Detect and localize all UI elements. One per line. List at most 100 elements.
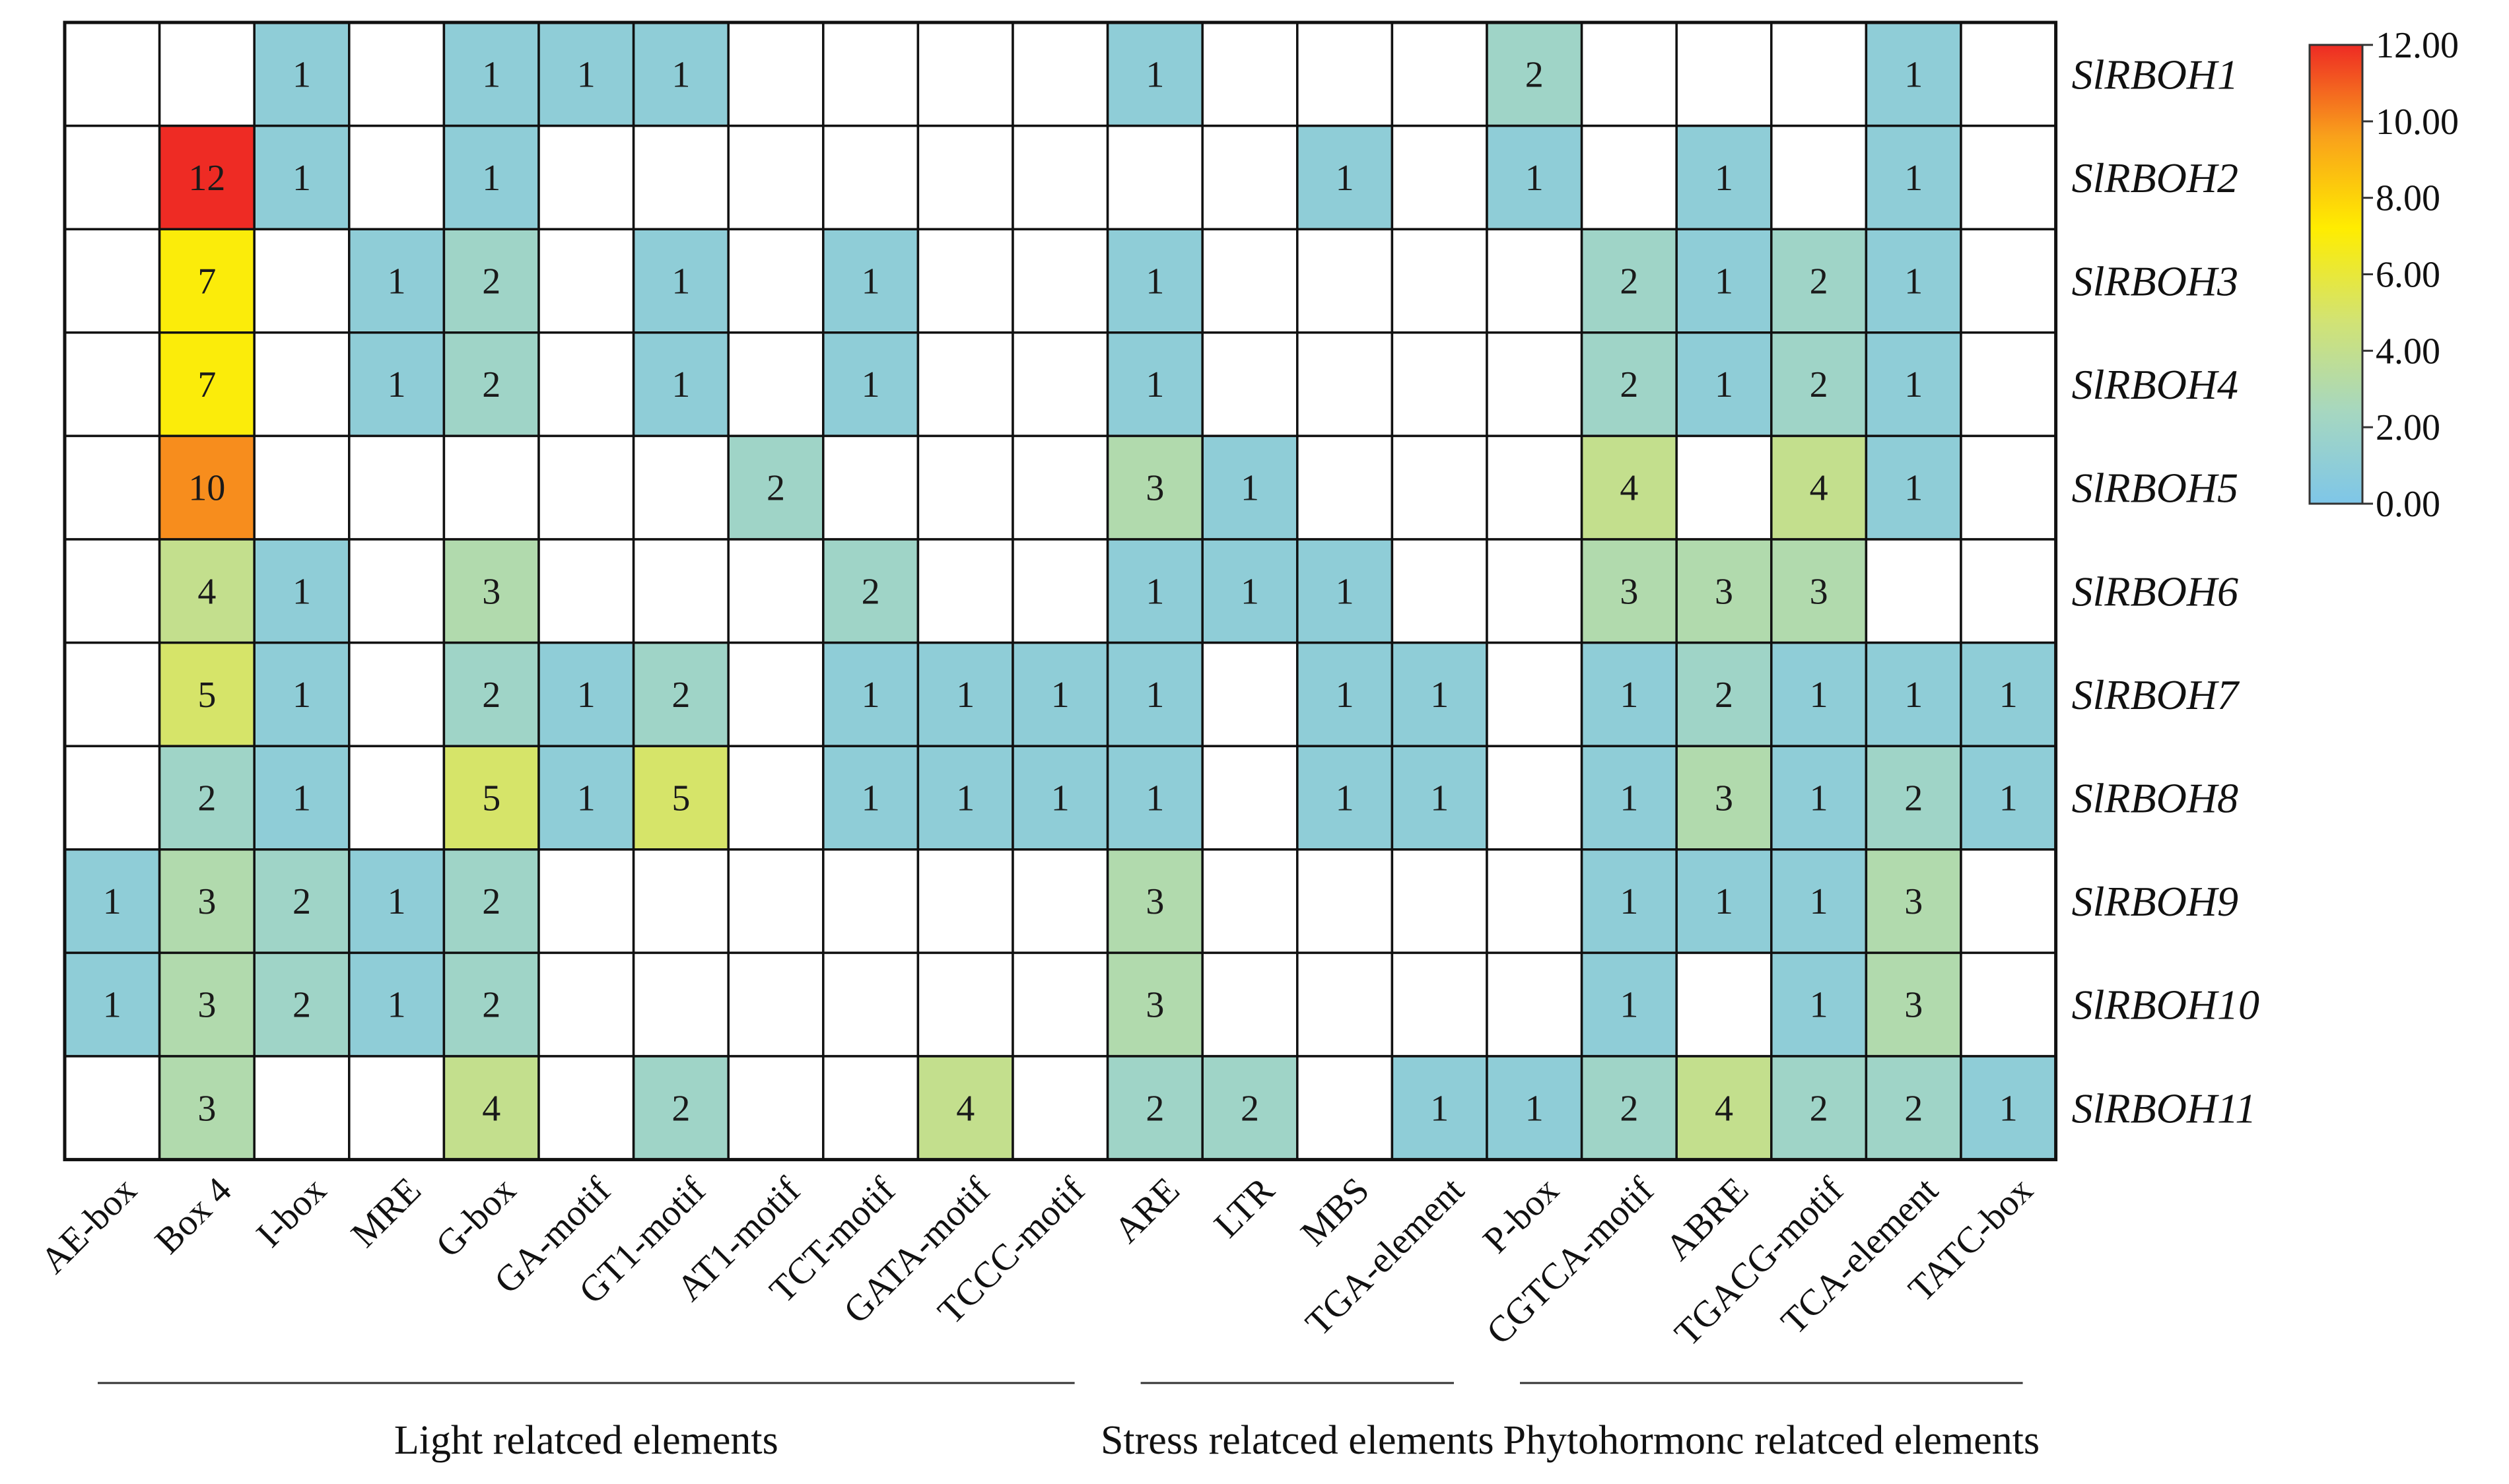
cell-value-label: 1 bbox=[1715, 158, 1733, 199]
heatmap-cell bbox=[1770, 434, 1868, 541]
heatmap-cell bbox=[63, 21, 161, 127]
heatmap-cell bbox=[253, 434, 351, 541]
heatmap-cell bbox=[537, 538, 635, 644]
colorbar: 12.00 10.00 8.00 6.00 4.00 2.00 0.00 bbox=[2308, 25, 2459, 525]
heatmap-cell bbox=[822, 745, 920, 851]
colorbar-tick-label: 12.00 bbox=[2376, 25, 2459, 66]
group-label: Phytohormonc relatced elements bbox=[1503, 1418, 2040, 1463]
heatmap-cell bbox=[1391, 124, 1488, 230]
cell-value-label: 12 bbox=[188, 158, 225, 199]
heatmap-cell bbox=[1486, 1055, 1583, 1161]
cell-value-label: 1 bbox=[1904, 54, 1923, 95]
cell-value-label: 1 bbox=[1146, 778, 1164, 819]
cell-value-label: 1 bbox=[292, 675, 311, 716]
group-label: Stress relatced elements bbox=[1101, 1418, 1494, 1463]
heatmap-cell bbox=[916, 124, 1014, 230]
cell-value-label: 3 bbox=[482, 571, 500, 612]
cell-value-label: 2 bbox=[1620, 1088, 1638, 1129]
heatmap-cell bbox=[63, 1055, 161, 1161]
heatmap-cell bbox=[1201, 21, 1299, 127]
cell-value-label: 2 bbox=[1620, 261, 1638, 302]
heatmap-cell bbox=[1770, 538, 1868, 644]
heatmap-cell bbox=[348, 434, 446, 541]
heatmap-cell bbox=[158, 538, 256, 644]
heatmap-cell bbox=[1960, 434, 2057, 541]
cell-value-label: 1 bbox=[577, 675, 596, 716]
cell-value-label: 1 bbox=[1999, 1088, 2018, 1129]
heatmap-cell bbox=[442, 848, 540, 955]
heatmap-cell bbox=[632, 641, 730, 747]
cell-value-label: 2 bbox=[482, 675, 500, 716]
cell-value-label: 2 bbox=[482, 881, 500, 922]
cell-value-label: 1 bbox=[1051, 675, 1070, 716]
heatmap-cell bbox=[253, 641, 351, 747]
heatmap-cell bbox=[442, 951, 540, 1058]
heatmap-cell bbox=[1012, 641, 1109, 747]
heatmap-cell bbox=[1580, 745, 1678, 851]
heatmap-cell bbox=[158, 21, 256, 127]
cell-value-label: 2 bbox=[1810, 261, 1828, 302]
cell-value-label: 1 bbox=[1620, 675, 1638, 716]
heatmap-cell bbox=[348, 228, 446, 334]
colorbar-gradient bbox=[2308, 44, 2364, 505]
row-label: SlRBOH3 bbox=[2072, 258, 2238, 305]
heatmap-cell bbox=[1675, 641, 1773, 747]
heatmap-cell bbox=[1770, 745, 1868, 851]
heatmap-cell bbox=[632, 951, 730, 1058]
cell-value-label: 3 bbox=[1146, 985, 1164, 1026]
heatmap-cell bbox=[1012, 745, 1109, 851]
colorbar-tick-label: 6.00 bbox=[2376, 255, 2440, 296]
heatmap-cell bbox=[632, 538, 730, 644]
cell-value-label: 2 bbox=[1146, 1088, 1164, 1129]
heatmap-cell bbox=[158, 1055, 256, 1161]
heatmap-cell bbox=[253, 21, 351, 127]
heatmap-cell bbox=[1391, 951, 1488, 1058]
cell-value-label: 1 bbox=[292, 778, 311, 819]
heatmap-cell bbox=[253, 1055, 351, 1161]
heatmap-cell bbox=[1486, 331, 1583, 438]
cell-value-label: 2 bbox=[671, 675, 690, 716]
heatmap-cell bbox=[1580, 124, 1678, 230]
cell-value-label: 1 bbox=[862, 364, 880, 405]
heatmap-cell bbox=[916, 538, 1014, 644]
heatmap-cell bbox=[822, 228, 920, 334]
heatmap-cell bbox=[1486, 951, 1583, 1058]
cell-value-label: 1 bbox=[956, 778, 975, 819]
cell-value-label: 1 bbox=[1525, 158, 1544, 199]
cell-value-label: 1 bbox=[577, 778, 596, 819]
heatmap-cell bbox=[63, 848, 161, 955]
cell-value-label: 1 bbox=[388, 261, 406, 302]
heatmap-cell bbox=[1770, 228, 1868, 334]
cell-value-label: 3 bbox=[197, 881, 216, 922]
heatmap-cell bbox=[1106, 848, 1204, 955]
heatmap-cell bbox=[442, 641, 540, 747]
heatmap-cell bbox=[63, 228, 161, 334]
heatmap-cell bbox=[442, 1055, 540, 1161]
heatmap-cell bbox=[1960, 951, 2057, 1058]
column-labels: AE-box Box 4 I-box MREG-boxGA-motifGT1-moti… bbox=[33, 1169, 2041, 1354]
heatmap-cell bbox=[1865, 951, 1962, 1058]
heatmap-cell bbox=[348, 538, 446, 644]
row-label: SlRBOH10 bbox=[2072, 982, 2259, 1029]
cell-value-label: 1 bbox=[1146, 261, 1164, 302]
heatmap-cell bbox=[63, 124, 161, 230]
heatmap-cell bbox=[1770, 21, 1868, 127]
heatmap-cell bbox=[727, 434, 825, 541]
heatmap-cell bbox=[1296, 951, 1394, 1058]
heatmap-cell bbox=[537, 951, 635, 1058]
heatmap-cell bbox=[1960, 21, 2057, 127]
heatmap-cell bbox=[1865, 538, 1962, 644]
cell-value-label: 1 bbox=[577, 54, 596, 95]
heatmap-cell bbox=[1296, 228, 1394, 334]
cell-value-label: 1 bbox=[1810, 778, 1828, 819]
cell-value-label: 2 bbox=[482, 261, 500, 302]
heatmap-cell bbox=[1865, 124, 1962, 230]
heatmap-cell bbox=[822, 331, 920, 438]
column-label: MRE bbox=[343, 1170, 429, 1256]
heatmap-cell bbox=[1580, 951, 1678, 1058]
heatmap-cell bbox=[1012, 1055, 1109, 1161]
row-labels: SlRBOH1 SlRBOH2 SlRBOH3 SlRBOH4 SlRBOH5 SlRBO… bbox=[2072, 51, 2259, 1131]
heatmap-cell bbox=[1960, 1055, 2057, 1161]
heatmap-cell bbox=[632, 331, 730, 438]
